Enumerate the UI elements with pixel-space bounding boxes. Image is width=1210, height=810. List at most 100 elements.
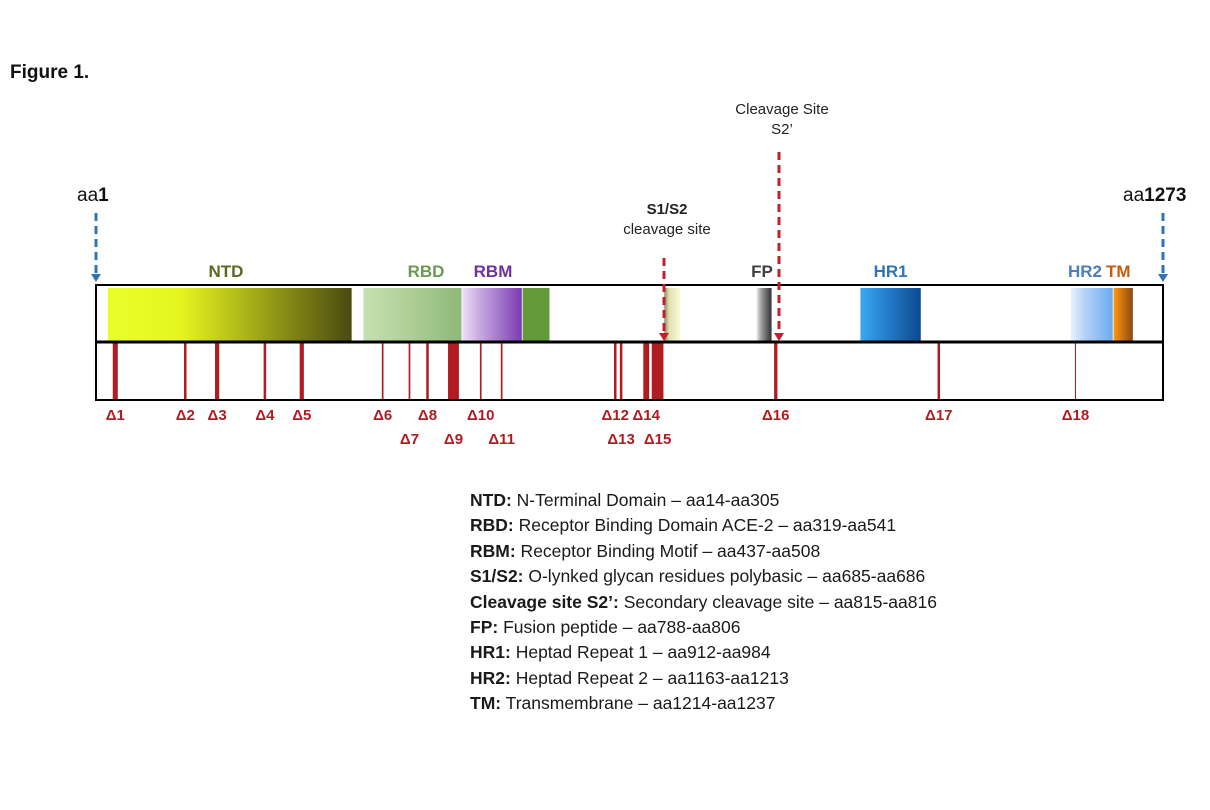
domain-label-rbd: RBD	[407, 262, 445, 281]
deletion-label: Δ18	[1061, 407, 1090, 424]
arrow-layer	[91, 152, 1168, 341]
deletion-label: Δ4	[255, 407, 275, 424]
legend-key: HR1:	[470, 642, 511, 663]
s1s2-site-title: S1/S2	[646, 201, 688, 218]
legend-text: O-lynked glycan residues polybasic – aa6…	[523, 566, 926, 587]
deletion-label: Δ14	[632, 407, 660, 424]
deletion-label: Δ17	[925, 407, 953, 424]
legend-row: HR2: Heptad Repeat 2 – aa1163-aa1213	[470, 666, 937, 691]
deletion-label: Δ2	[175, 407, 195, 424]
deletion-label: Δ15	[643, 431, 672, 448]
domain-label-hr1: HR1	[873, 262, 908, 281]
legend: NTD: N-Terminal Domain – aa14-aa305 RBD: …	[470, 488, 937, 717]
s1s2-site-subtitle: cleavage site	[623, 221, 711, 238]
domain-hr2	[1070, 288, 1113, 341]
legend-key: Cleavage site S2’:	[470, 591, 619, 612]
domain-hr1	[860, 288, 921, 341]
legend-row: Cleavage site S2’: Secondary cleavage si…	[470, 590, 937, 615]
deletion-label: Δ16	[762, 407, 790, 424]
legend-row: TM: Transmembrane – aa1214-aa1237	[470, 691, 937, 716]
domain-label-ntd: NTD	[208, 262, 244, 281]
s2prime-site-subtitle: S2’	[771, 121, 793, 138]
legend-text: Heptad Repeat 2 – aa1163-aa1213	[510, 667, 789, 688]
deletion-bar	[215, 343, 220, 400]
domain-s1s2	[664, 288, 681, 341]
deletion-bar	[426, 343, 429, 400]
legend-row: RBD: Receptor Binding Domain ACE-2 – aa3…	[470, 513, 937, 538]
s2prime-site-label: Cleavage Site S2’	[712, 100, 852, 140]
legend-row: RBM: Receptor Binding Motif – aa437-aa50…	[470, 539, 937, 564]
domain-layer	[107, 288, 1133, 341]
legend-row: NTD: N-Terminal Domain – aa14-aa305	[470, 488, 937, 513]
domain-label-fp: FP	[751, 262, 773, 281]
legend-text: Transmembrane – aa1214-aa1237	[501, 693, 776, 714]
deletion-bar	[112, 343, 118, 400]
deletion-bar	[643, 343, 650, 400]
deletion-bar	[774, 343, 778, 400]
legend-text: Receptor Binding Motif – aa437-aa508	[515, 540, 821, 561]
legend-text: N-Terminal Domain – aa14-aa305	[511, 490, 780, 510]
deletion-bar	[381, 343, 384, 400]
s2prime-arrow-icon	[774, 152, 784, 341]
start-residue-number: 1	[98, 185, 109, 206]
start-residue-prefix: aa	[77, 185, 99, 206]
domain-label-tm: TM	[1106, 262, 1131, 281]
deletion-bar	[479, 343, 482, 400]
domain-tm	[1113, 288, 1133, 341]
deletion-bar	[613, 343, 617, 400]
domain-rbm	[462, 288, 522, 341]
s1s2-arrow-icon	[659, 258, 669, 341]
deletion-label: Δ8	[417, 407, 438, 424]
legend-row: FP: Fusion peptide – aa788-aa806	[470, 615, 937, 640]
s1s2-site-label: S1/S2 cleavage site	[605, 200, 729, 240]
legend-key: HR2:	[470, 667, 511, 688]
deletion-bar	[184, 343, 187, 400]
legend-text: Secondary cleavage site – aa815-aa816	[618, 591, 937, 612]
deletion-layer	[112, 343, 1076, 400]
legend-key: RBD:	[470, 515, 514, 536]
domain-rbd-tail	[522, 288, 550, 341]
deletion-label: Δ5	[292, 407, 312, 424]
domain-rbd	[363, 288, 462, 341]
deletion-label: Δ10	[466, 407, 495, 424]
legend-key: FP:	[470, 617, 499, 638]
end-arrow-icon	[1158, 213, 1168, 282]
legend-key: TM:	[470, 693, 502, 714]
deletion-bar	[619, 343, 623, 400]
deletion-track-frame	[95, 341, 1164, 401]
legend-key: NTD:	[470, 490, 512, 510]
start-arrow-icon	[91, 213, 101, 282]
legend-text: Fusion peptide – aa788-aa806	[498, 617, 741, 638]
domain-fp	[756, 288, 772, 341]
deletion-bar	[299, 343, 304, 400]
deletion-label: Δ11	[488, 431, 515, 448]
deletion-bar	[448, 343, 459, 400]
end-residue-prefix: aa	[1123, 185, 1145, 206]
deletion-bar	[263, 343, 267, 400]
deletion-label: Δ9	[443, 431, 464, 448]
spike-protein-diagram	[91, 152, 1168, 401]
domain-label-hr2: HR2	[1068, 262, 1103, 281]
domain-ntd	[107, 288, 352, 341]
legend-key: S1/S2:	[470, 566, 524, 587]
s2prime-site-title: Cleavage Site	[735, 101, 829, 118]
start-residue-label: aa1	[77, 185, 109, 207]
legend-key: RBM:	[470, 540, 516, 561]
deletion-label: Δ1	[105, 407, 125, 424]
deletion-bar	[651, 343, 664, 400]
deletion-bar	[937, 343, 941, 400]
legend-text: Heptad Repeat 1 – aa912-aa984	[510, 642, 771, 663]
end-residue-label: aa1273	[1123, 185, 1186, 207]
deletion-bar	[1074, 343, 1076, 400]
deletion-label: Δ12	[601, 407, 629, 424]
deletion-label: Δ13	[607, 431, 635, 448]
figure-title: Figure 1.	[10, 62, 90, 83]
deletion-label: Δ3	[207, 407, 227, 424]
end-residue-number: 1273	[1144, 185, 1187, 206]
legend-row: HR1: Heptad Repeat 1 – aa912-aa984	[470, 640, 937, 665]
legend-text: Receptor Binding Domain ACE-2 – aa319-aa…	[513, 515, 897, 536]
deletion-label: Δ6	[373, 407, 393, 424]
deletion-label: Δ7	[399, 431, 420, 448]
domain-label-rbm: RBM	[473, 262, 513, 281]
deletion-bar	[408, 343, 411, 400]
